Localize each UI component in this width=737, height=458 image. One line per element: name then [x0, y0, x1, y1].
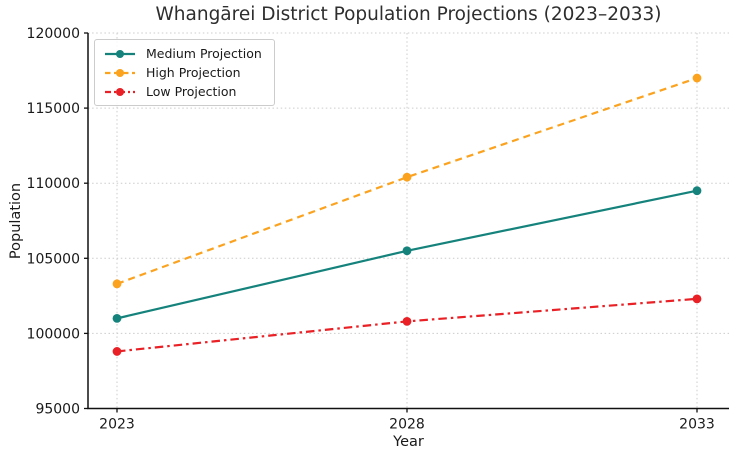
legend-label-low-projection: Low Projection [146, 84, 237, 99]
medium-projection-line-swatch-icon [105, 49, 135, 58]
svg-text:105000: 105000 [27, 251, 80, 267]
svg-text:115000: 115000 [27, 101, 80, 117]
svg-text:120000: 120000 [27, 26, 80, 42]
legend-box: Medium Projection High Projection Low Pr… [94, 39, 275, 106]
high-projection-line-swatch-icon [105, 68, 135, 77]
legend-item-low-projection: Low Projection [103, 83, 262, 100]
svg-text:110000: 110000 [27, 176, 80, 192]
svg-text:100000: 100000 [27, 326, 80, 342]
y-axis-label: Population [8, 182, 24, 260]
svg-text:2033: 2033 [679, 417, 715, 433]
svg-text:95000: 95000 [35, 402, 80, 418]
low-projection-line-swatch-icon [105, 87, 135, 96]
legend-label-medium-projection: Medium Projection [146, 46, 262, 61]
legend-label-high-projection: High Projection [146, 65, 241, 80]
chart-title: Whangārei District Population Projection… [155, 4, 662, 25]
legend-item-high-projection: High Projection [103, 64, 262, 81]
svg-text:2028: 2028 [389, 417, 425, 433]
svg-text:2023: 2023 [99, 417, 135, 433]
legend-item-medium-projection: Medium Projection [103, 45, 262, 62]
x-axis-label: Year [393, 434, 424, 450]
